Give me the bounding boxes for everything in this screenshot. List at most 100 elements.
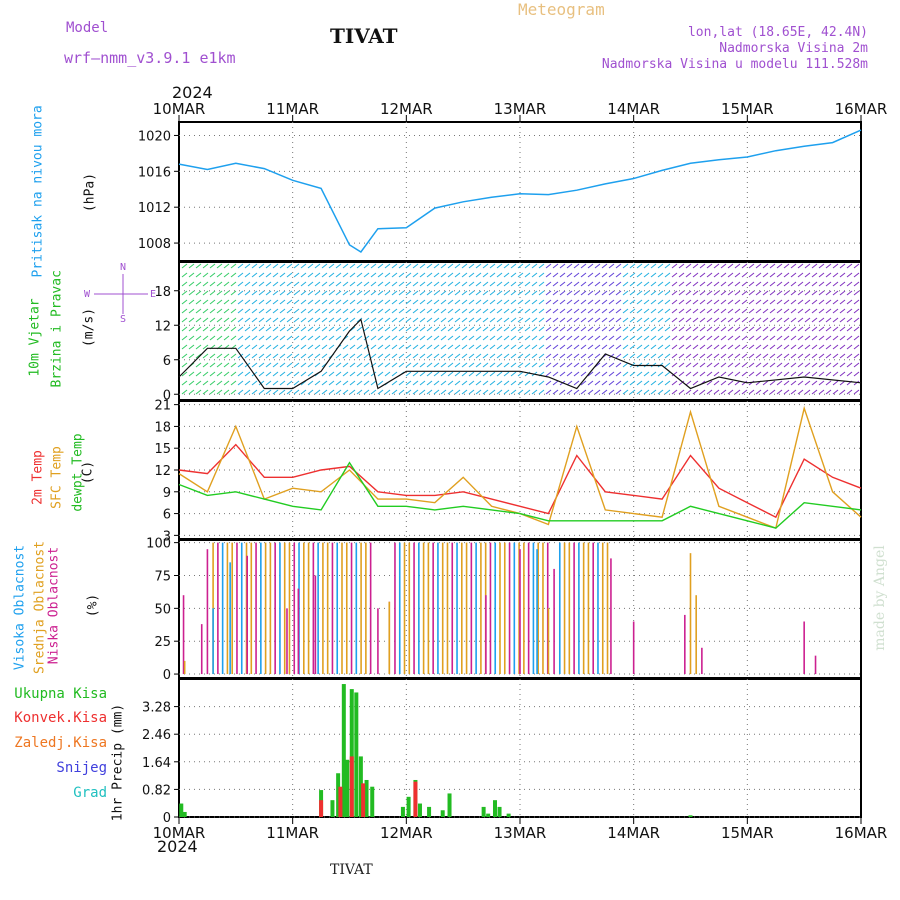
wind-barb [692, 326, 699, 332]
wind-barb [783, 290, 790, 296]
wind-barb [377, 362, 384, 368]
wind-barb [657, 272, 664, 278]
wind-barb [489, 353, 496, 359]
wind-barb [468, 281, 475, 287]
wind-barb [335, 299, 342, 305]
wind-barb [559, 326, 566, 332]
wind-barb [846, 272, 853, 278]
wind-barb [188, 263, 195, 269]
wind-barb [447, 362, 454, 368]
wind-barb [755, 326, 762, 332]
wind-barb [230, 389, 237, 395]
wind-barb [650, 290, 657, 296]
wind-barb [195, 353, 202, 359]
wind-barb [433, 290, 440, 296]
wind-barb [706, 308, 713, 314]
wind-barb [237, 344, 244, 350]
wind-barb [503, 290, 510, 296]
wind-barb [657, 317, 664, 323]
wind-barb [748, 299, 755, 305]
wind-barb [531, 344, 538, 350]
wind-barb [496, 326, 503, 332]
wind-barb [846, 299, 853, 305]
wind-barb [363, 344, 370, 350]
wind-barb [440, 281, 447, 287]
wind-barb [251, 344, 258, 350]
wind-barb [804, 335, 811, 341]
wind-barb [405, 362, 412, 368]
wind-barb [601, 389, 608, 395]
wind-barb [643, 317, 650, 323]
precip-bar [336, 773, 341, 817]
wind-barb [734, 335, 741, 341]
wind-barb [209, 389, 216, 395]
wind-barb [664, 290, 671, 296]
wind-barb [811, 308, 818, 314]
wind-barb [797, 353, 804, 359]
wind-barb [461, 281, 468, 287]
wind-barb [650, 389, 657, 395]
wind-barb [209, 326, 216, 332]
wind-barb [580, 353, 587, 359]
wind-barb [377, 353, 384, 359]
wind-barb [321, 281, 328, 287]
wind-barb [818, 317, 825, 323]
wind-barb [671, 308, 678, 314]
wind-barb [678, 344, 685, 350]
wind-barb [664, 299, 671, 305]
wind-barb [601, 308, 608, 314]
wind-barb [433, 272, 440, 278]
wind-barb [377, 272, 384, 278]
wind-barb [300, 380, 307, 386]
wind-barb [384, 389, 391, 395]
wind-barb [433, 362, 440, 368]
wind-barb [629, 317, 636, 323]
wind-barb [699, 272, 706, 278]
wind-barb [188, 317, 195, 323]
wind-barb [377, 344, 384, 350]
wind-barb [559, 362, 566, 368]
wind-barb [664, 317, 671, 323]
wind-barb [699, 344, 706, 350]
wind-barb [293, 263, 300, 269]
wind-barb [853, 353, 860, 359]
wind-barb [769, 272, 776, 278]
wind-barb [363, 308, 370, 314]
wind-barb [356, 281, 363, 287]
wind-barb [314, 272, 321, 278]
wind-barb [342, 389, 349, 395]
legend-frz-precip: Zaledj.Kisa [14, 735, 107, 751]
wind-barb [223, 317, 230, 323]
wind-barb [440, 389, 447, 395]
wind-barb [636, 353, 643, 359]
wind-barb [440, 299, 447, 305]
wind-barb [223, 299, 230, 305]
wind-barb [279, 380, 286, 386]
wind-barb [594, 281, 601, 287]
wind-barb [370, 299, 377, 305]
wind-barb [300, 371, 307, 377]
wind-barb [664, 389, 671, 395]
wind-barb [356, 272, 363, 278]
wind-barb [419, 389, 426, 395]
wind-barb [482, 299, 489, 305]
wind-barb [685, 362, 692, 368]
wind-barb [510, 353, 517, 359]
wind-barb [447, 353, 454, 359]
wind-barb [223, 362, 230, 368]
wind-barb [573, 299, 580, 305]
wind-barb [398, 344, 405, 350]
wind-barb [713, 371, 720, 377]
wind-barb [622, 308, 629, 314]
wind-barb [804, 272, 811, 278]
wind-barb [573, 371, 580, 377]
wind-barb [741, 281, 748, 287]
wind-barb [510, 326, 517, 332]
wind-barb [300, 335, 307, 341]
wind-barb [258, 371, 265, 377]
wind-barb [566, 263, 573, 269]
wind-barb [573, 344, 580, 350]
wind-barb [251, 380, 258, 386]
wind-barb [671, 299, 678, 305]
wind-barb [426, 371, 433, 377]
